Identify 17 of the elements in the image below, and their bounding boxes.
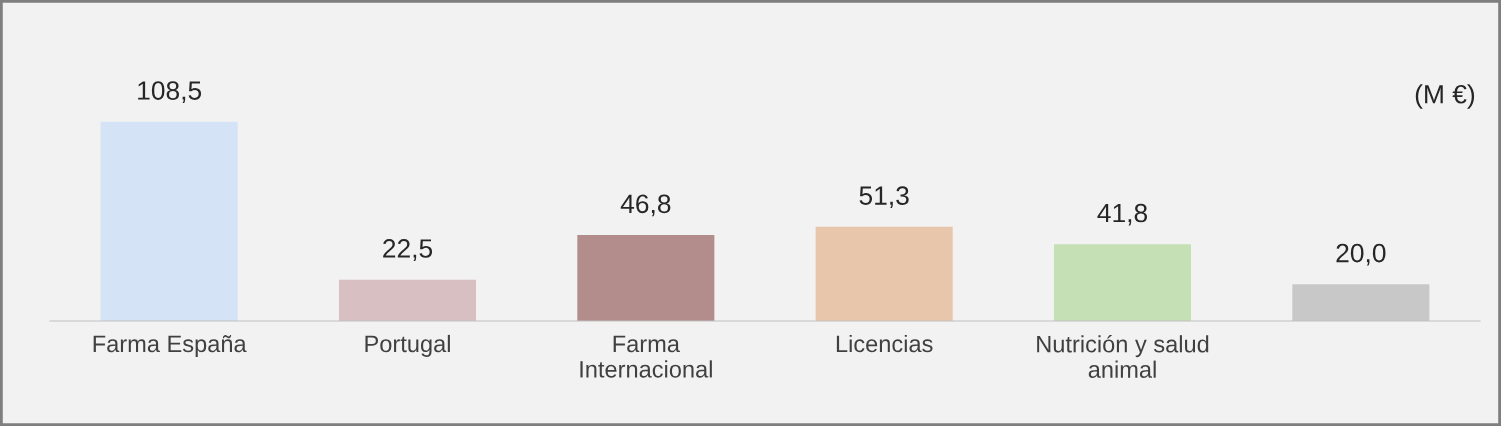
data-label: 108,5: [138, 81, 202, 103]
x-tick-label: Nutrición y salud animal: [1037, 334, 1209, 378]
x-tick-label: Farma Internacional: [580, 335, 712, 378]
bar: [577, 235, 715, 321]
bar: [815, 226, 953, 321]
text: (M €): [1415, 84, 1475, 109]
data-label: 51,3: [859, 186, 909, 209]
data-label: 20,0: [1336, 243, 1386, 266]
bar: [100, 121, 238, 321]
bar: [338, 279, 477, 321]
x-tick-label: Portugal: [365, 334, 450, 357]
x-tick-label: Farma España: [93, 335, 247, 357]
x-tick-label: Licencias: [836, 334, 933, 353]
bar: [1053, 244, 1192, 321]
data-label: 22,5: [383, 239, 433, 261]
data-label: 41,8: [1097, 203, 1148, 226]
data-label: 46,8: [620, 194, 671, 217]
